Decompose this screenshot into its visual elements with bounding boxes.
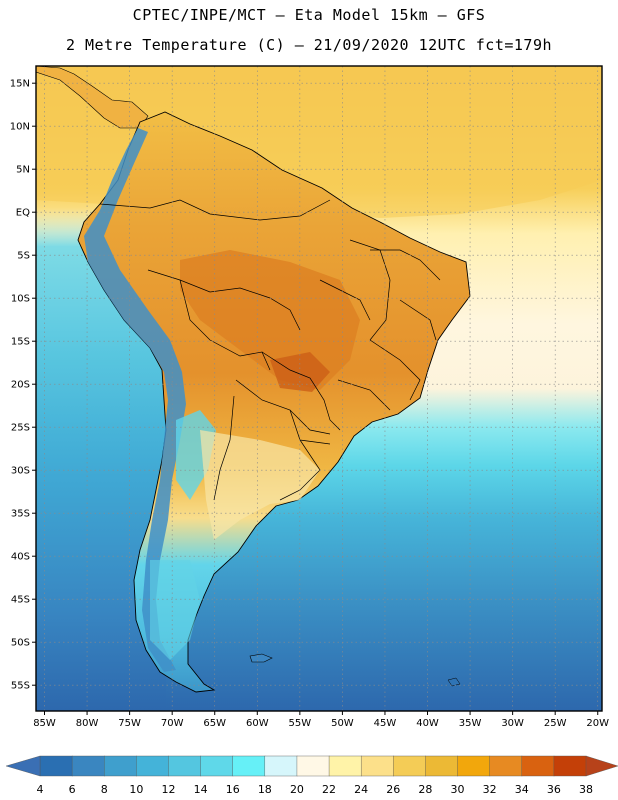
chart-title-line2: 2 Metre Temperature (C) – 21/09/2020 12U… xyxy=(65,36,553,54)
colorbar-swatch xyxy=(296,755,330,777)
patagonia-cool xyxy=(150,560,200,660)
colorbar-label: 24 xyxy=(354,783,368,796)
central-america xyxy=(36,66,149,129)
hot-interior-region xyxy=(180,250,360,390)
lon-tick-label: 55W xyxy=(289,718,312,729)
lat-tick-label: EQ xyxy=(16,208,30,219)
lon-tick-label: 40W xyxy=(416,718,439,729)
lon-tick-label: 75W xyxy=(118,718,141,729)
lat-tick-label: 30S xyxy=(11,466,30,477)
longitude-axis: 85W 80W 75W 70W 65W 60W 55W 50W 45W 40W 35W 30W 25W 2… xyxy=(33,711,609,729)
lon-tick-label: 65W xyxy=(203,718,226,729)
colorbar-swatch xyxy=(521,755,555,777)
colorbar-label: 38 xyxy=(579,783,593,796)
map-frame xyxy=(35,65,603,712)
lon-tick-label: 25W xyxy=(544,718,567,729)
lat-tick-label: 35S xyxy=(11,509,30,520)
colorbar-swatch xyxy=(168,755,202,777)
colorbar-swatch xyxy=(457,755,491,777)
colorbar-label: 12 xyxy=(161,783,175,796)
colorbar-swatch xyxy=(328,755,362,777)
colorbar-swatch xyxy=(232,755,266,777)
lat-tick-label: 50S xyxy=(11,638,30,649)
lat-tick-label: 15N xyxy=(10,79,30,90)
colorbar-label: 14 xyxy=(194,783,208,796)
south-georgia-island xyxy=(447,677,461,687)
mild-plains xyxy=(200,430,320,540)
colorbar-swatch xyxy=(136,755,169,777)
lon-tick-label: 20W xyxy=(586,718,609,729)
lat-tick-label: 5S xyxy=(17,251,30,262)
colorbar-label: 26 xyxy=(386,783,400,796)
lon-tick-label: 50W xyxy=(331,718,354,729)
colorbar-label: 6 xyxy=(69,783,76,796)
colorbar-swatch xyxy=(39,755,73,777)
andes-cool-strip xyxy=(84,128,186,672)
lat-tick-label: 20S xyxy=(11,380,30,391)
colorbar-label: 18 xyxy=(258,783,272,796)
colorbar-label: 4 xyxy=(37,783,44,796)
colorbar-swatch xyxy=(200,755,234,777)
lat-tick-label: 45S xyxy=(11,595,30,606)
colorbar-label: 10 xyxy=(129,783,143,796)
lat-tick-label: 25S xyxy=(11,423,30,434)
colorbar-high-arrow xyxy=(585,755,618,777)
lon-tick-label: 85W xyxy=(33,718,56,729)
colorbar-label: 8 xyxy=(101,783,108,796)
lat-tick-label: 15S xyxy=(11,337,30,348)
colorbar-swatch xyxy=(425,755,459,777)
colorbar-swatch xyxy=(553,755,587,777)
lat-tick-label: 55S xyxy=(11,681,30,692)
lon-tick-label: 45W xyxy=(374,718,397,729)
chart-title-line1: CPTEC/INPE/MCT – Eta Model 15km – GFS xyxy=(132,6,486,24)
colorbar-swatch xyxy=(360,755,394,777)
lat-tick-label: 5N xyxy=(16,165,30,176)
colorbar-label: 22 xyxy=(322,783,336,796)
lon-tick-label: 60W xyxy=(246,718,269,729)
colorbar-label: 36 xyxy=(547,783,561,796)
colorbar-label: 28 xyxy=(418,783,432,796)
falkland-islands xyxy=(249,653,273,663)
colorbar-swatch xyxy=(489,755,523,777)
lon-tick-label: 80W xyxy=(76,718,99,729)
lon-tick-label: 70W xyxy=(161,718,184,729)
colorbar-label: 32 xyxy=(483,783,497,796)
latitude-axis: 15N 10N 5N EQ 5S 10S 15S 20S 25S 30S 35S 40S 45S 50S 5… xyxy=(10,79,36,692)
colorbar-swatch xyxy=(104,755,137,777)
colorbar-swatch xyxy=(264,755,298,777)
lat-tick-label: 10N xyxy=(10,122,30,133)
colorbar xyxy=(5,755,618,777)
colorbar-label: 34 xyxy=(515,783,529,796)
lat-tick-label: 10S xyxy=(11,294,30,305)
colorbar-labels: 4 6 8 10 12 14 16 18 20 22 24 26 28 30 32 34 36 38 xyxy=(37,783,594,796)
colorbar-low-arrow xyxy=(5,755,41,777)
lon-tick-label: 35W xyxy=(459,718,482,729)
colorbar-label: 16 xyxy=(226,783,240,796)
lon-tick-label: 30W xyxy=(501,718,524,729)
colorbar-label: 30 xyxy=(451,783,465,796)
south-america-landmass xyxy=(77,111,471,693)
colorbar-swatch xyxy=(71,755,105,777)
colorbar-label: 20 xyxy=(290,783,304,796)
lat-tick-label: 40S xyxy=(11,552,30,563)
colorbar-swatch xyxy=(393,755,426,777)
